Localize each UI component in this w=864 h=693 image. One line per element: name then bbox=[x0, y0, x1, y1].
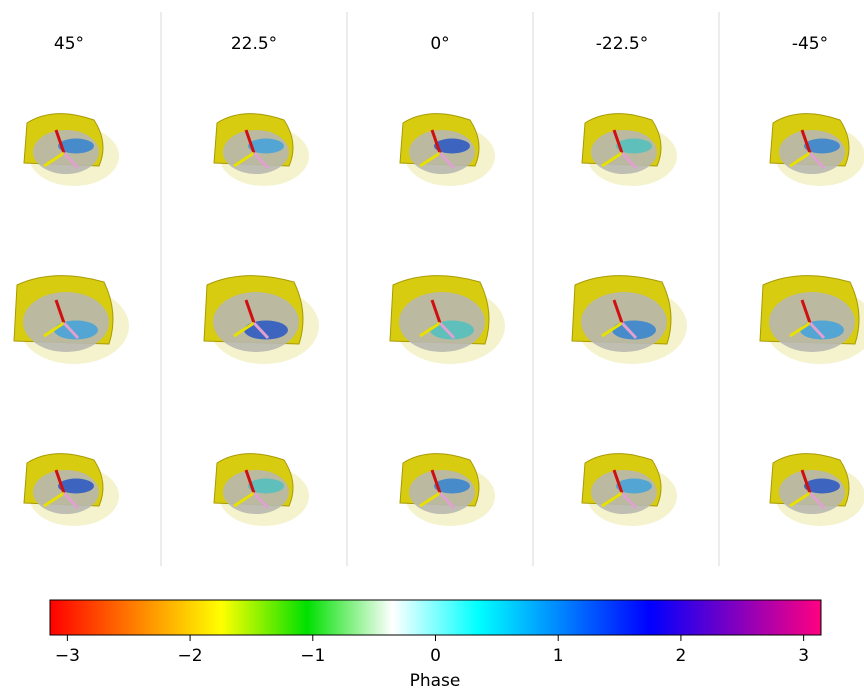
rendering bbox=[214, 454, 309, 526]
column-title: 45° bbox=[54, 34, 84, 54]
rendering bbox=[572, 276, 687, 364]
tick-label: −3 bbox=[55, 646, 80, 666]
rendering bbox=[582, 114, 677, 186]
colorbar-ticks: −3 −2 −1 0 1 2 3 bbox=[55, 635, 809, 666]
rendering bbox=[770, 114, 864, 186]
rendering bbox=[390, 276, 505, 364]
tick-label: 0 bbox=[430, 646, 441, 666]
tick-label: −2 bbox=[178, 646, 203, 666]
tick-label: 1 bbox=[553, 646, 564, 666]
rendering bbox=[204, 276, 319, 364]
rendering bbox=[24, 454, 119, 526]
rendering bbox=[770, 454, 864, 526]
rendering bbox=[214, 114, 309, 186]
column-titles: 45° 22.5° 0° -22.5° -45° bbox=[54, 34, 828, 54]
tick-label: 2 bbox=[676, 646, 687, 666]
rendering bbox=[400, 114, 495, 186]
renderings bbox=[14, 114, 864, 526]
column-title: -22.5° bbox=[596, 34, 649, 54]
column-title: 22.5° bbox=[231, 34, 277, 54]
column-title: -45° bbox=[792, 34, 828, 54]
tick-label: −1 bbox=[300, 646, 325, 666]
tick-label: 3 bbox=[798, 646, 809, 666]
figure: 45° 22.5° 0° -22.5° -45° −3 −2 −1 0 1 2 3 Phase bbox=[0, 0, 864, 689]
colorbar bbox=[50, 600, 821, 635]
column-title: 0° bbox=[430, 34, 449, 54]
rendering bbox=[24, 114, 119, 186]
rendering bbox=[760, 276, 864, 364]
rendering bbox=[582, 454, 677, 526]
rendering bbox=[400, 454, 495, 526]
colorbar-label: Phase bbox=[410, 671, 461, 689]
rendering bbox=[14, 276, 129, 364]
